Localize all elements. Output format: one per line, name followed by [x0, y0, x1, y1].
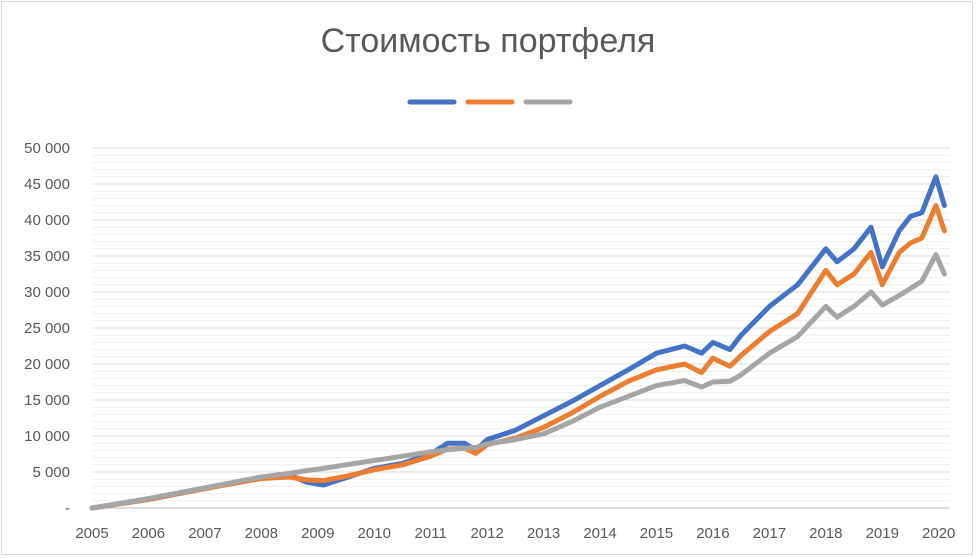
x-tick-label: 2005 — [75, 525, 108, 542]
y-axis-ticks: - 5 000 10 000 15 000 20 000 25 000 30 000 35 0… — [24, 140, 70, 517]
series-lines — [89, 174, 947, 511]
y-tick-label: 35 000 — [24, 248, 70, 265]
series-line-1 — [89, 174, 947, 511]
x-tick-label: 2011 — [415, 525, 447, 542]
x-tick-label: 2020 — [922, 525, 955, 542]
y-tick-label: - — [65, 500, 70, 517]
x-tick-label: 2013 — [527, 525, 560, 542]
y-tick-label: 15 000 — [24, 392, 70, 409]
y-tick-label: 20 000 — [24, 356, 70, 373]
x-tick-label: 2008 — [245, 525, 278, 542]
x-tick-label: 2014 — [583, 525, 616, 542]
series-line-2 — [89, 203, 947, 511]
y-tick-label: 25 000 — [24, 320, 70, 337]
x-tick-label: 2019 — [866, 525, 899, 542]
x-tick-label: 2018 — [809, 525, 842, 542]
series-line-3 — [89, 252, 947, 511]
x-tick-label: 2017 — [753, 525, 786, 542]
y-tick-label: 50 000 — [24, 140, 70, 157]
y-tick-label: 10 000 — [24, 428, 70, 445]
x-tick-label: 2010 — [358, 525, 391, 542]
x-axis-ticks: 2005 2006 2007 2008 2009 2010 2011 2012 2013 2014… — [75, 525, 955, 542]
x-tick-label: 2009 — [301, 525, 334, 542]
x-tick-label: 2015 — [640, 525, 673, 542]
major-gridlines — [92, 147, 950, 509]
y-tick-label: 30 000 — [24, 284, 70, 301]
minor-gridlines — [92, 154, 950, 502]
x-tick-label: 2016 — [696, 525, 729, 542]
x-tick-label: 2012 — [470, 525, 503, 542]
x-tick-label: 2006 — [132, 525, 165, 542]
y-tick-label: 45 000 — [24, 176, 70, 193]
chart-title: Стоимость портфеля — [320, 22, 656, 60]
y-tick-label: 5 000 — [32, 464, 70, 481]
x-tick-label: 2007 — [188, 525, 221, 542]
y-tick-label: 40 000 — [24, 212, 70, 229]
